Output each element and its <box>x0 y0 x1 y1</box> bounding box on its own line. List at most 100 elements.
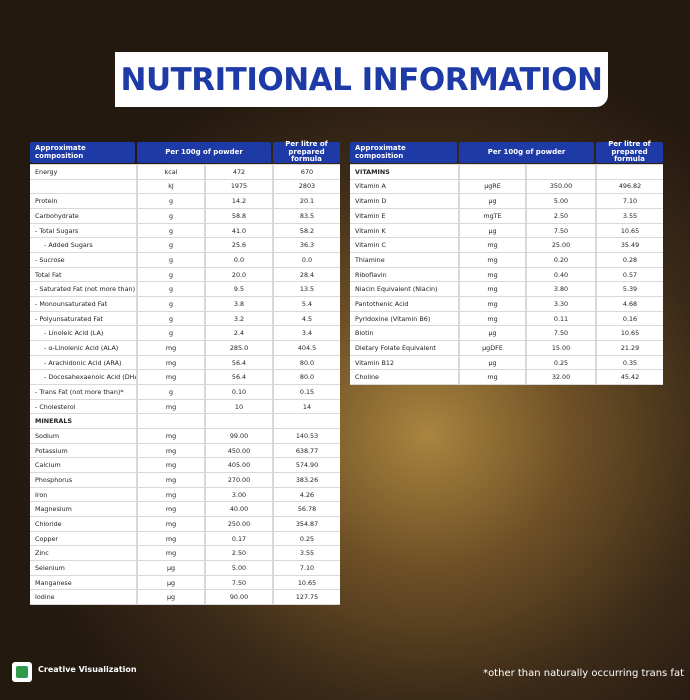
row-cell: µg <box>460 326 525 341</box>
row-cell: 2.50 <box>206 546 272 561</box>
row-label: Magnesium <box>30 502 136 517</box>
row-cell <box>597 165 663 179</box>
row-cell: 0.11 <box>527 311 595 326</box>
row-cell: µg <box>138 561 204 575</box>
row-cell: mg <box>138 517 204 531</box>
row-cell: 670 <box>274 165 340 179</box>
row-cell: 56.4 <box>206 370 272 385</box>
row-cell: 83.5 <box>274 209 340 223</box>
row-cell: 58.2 <box>274 223 340 238</box>
row-cell: mg <box>138 429 204 443</box>
row-cell: 3.30 <box>527 297 595 311</box>
row-cell: 250.00 <box>206 517 272 531</box>
header-cell: Per litre of prepared formula <box>596 140 663 163</box>
row-cell: 0.16 <box>597 311 663 326</box>
row-label: Selenium <box>30 561 136 575</box>
row-cell: 25.00 <box>527 238 595 252</box>
row-cell: mg <box>460 282 525 297</box>
table-body <box>30 164 340 606</box>
row-label: Protein <box>30 194 136 208</box>
row-cell: 638.77 <box>274 443 340 458</box>
row-cell: 20.0 <box>206 267 272 282</box>
row-cell: 0.0 <box>206 253 272 267</box>
row-label: - Cholesterol <box>30 399 136 414</box>
row-cell: 4.5 <box>274 311 340 326</box>
row-cell: g <box>138 209 204 223</box>
row-label: - Docosahexaenoic Acid (DHA) <box>30 370 136 385</box>
row-cell: µg <box>460 223 525 238</box>
row-cell: g <box>138 282 204 297</box>
row-cell: 13.5 <box>274 282 340 297</box>
row-cell: 7.10 <box>597 194 663 208</box>
row-cell: mg <box>138 443 204 458</box>
row-label: Riboflavin <box>350 267 458 282</box>
row-cell: 25.6 <box>206 238 272 252</box>
row-label: Biotin <box>350 326 458 341</box>
row-cell: 5.4 <box>274 297 340 311</box>
row-cell: 3.55 <box>597 209 663 223</box>
row-cell: 496.82 <box>597 179 663 194</box>
row-cell: 90.00 <box>206 590 272 605</box>
row-cell: 10.65 <box>597 326 663 341</box>
row-label: - Polyunsaturated Fat <box>30 311 136 326</box>
row-label: Iron <box>30 487 136 502</box>
row-cell: 127.75 <box>274 590 340 605</box>
row-cell: 354.87 <box>274 517 340 531</box>
row-cell: 14 <box>274 399 340 414</box>
row-label: Total Fat <box>30 267 136 282</box>
header-cell: Per 100g of powder <box>137 142 271 163</box>
row-cell <box>274 414 340 429</box>
row-cell: 10 <box>206 399 272 414</box>
footnote: *other than naturally occurring trans fa… <box>483 668 684 679</box>
row-label: Carbohydrate <box>30 209 136 223</box>
row-cell: 7.50 <box>527 326 595 341</box>
row-cell: 0.40 <box>527 267 595 282</box>
row-cell: mg <box>138 487 204 502</box>
row-label: Niacin Equivalent (Niacin) <box>350 282 458 297</box>
row-cell <box>527 165 595 179</box>
row-cell: µg <box>138 575 204 590</box>
row-cell: mg <box>138 370 204 385</box>
row-cell: 21.29 <box>597 341 663 355</box>
row-cell <box>460 165 525 179</box>
row-cell: µg <box>138 590 204 605</box>
row-label: Copper <box>30 531 136 546</box>
row-cell: 56.4 <box>206 355 272 370</box>
row-label: Iodine <box>30 590 136 605</box>
row-cell: 3.80 <box>527 282 595 297</box>
row-cell: 5.39 <box>597 282 663 297</box>
row-label: Potassium <box>30 443 136 458</box>
row-label: - α-Linolenic Acid (ALA) <box>30 341 136 355</box>
row-cell: mg <box>460 238 525 252</box>
row-cell: 0.57 <box>597 267 663 282</box>
row-label: MINERALS <box>30 414 136 429</box>
row-cell: 0.35 <box>597 355 663 370</box>
row-label: - Total Sugars <box>30 223 136 238</box>
row-label: Dietary Folate Equivalent <box>350 341 458 355</box>
header-cell: Per litre of prepared formula <box>273 140 340 163</box>
row-cell: g <box>138 385 204 399</box>
row-cell: 404.5 <box>274 341 340 355</box>
row-cell: 3.55 <box>274 546 340 561</box>
row-cell: 2.50 <box>527 209 595 223</box>
row-cell: 383.26 <box>274 473 340 487</box>
row-label: Calcium <box>30 458 136 473</box>
row-label: Thiamine <box>350 253 458 267</box>
row-cell: 3.8 <box>206 297 272 311</box>
title-banner: NUTRITIONAL INFORMATION <box>115 52 608 107</box>
row-cell: 15.00 <box>527 341 595 355</box>
row-label: - Linoleic Acid (LA) <box>30 326 136 341</box>
row-label <box>30 179 136 194</box>
row-cell: 0.20 <box>527 253 595 267</box>
row-label: Pantothenic Acid <box>350 297 458 311</box>
row-cell: 32.00 <box>527 370 595 385</box>
row-cell: 285.0 <box>206 341 272 355</box>
row-cell: g <box>138 297 204 311</box>
row-cell: mgTE <box>460 209 525 223</box>
row-cell: 5.00 <box>527 194 595 208</box>
row-label: Vitamin B12 <box>350 355 458 370</box>
row-cell: 58.8 <box>206 209 272 223</box>
row-label: Vitamin D <box>350 194 458 208</box>
row-label: Vitamin A <box>350 179 458 194</box>
